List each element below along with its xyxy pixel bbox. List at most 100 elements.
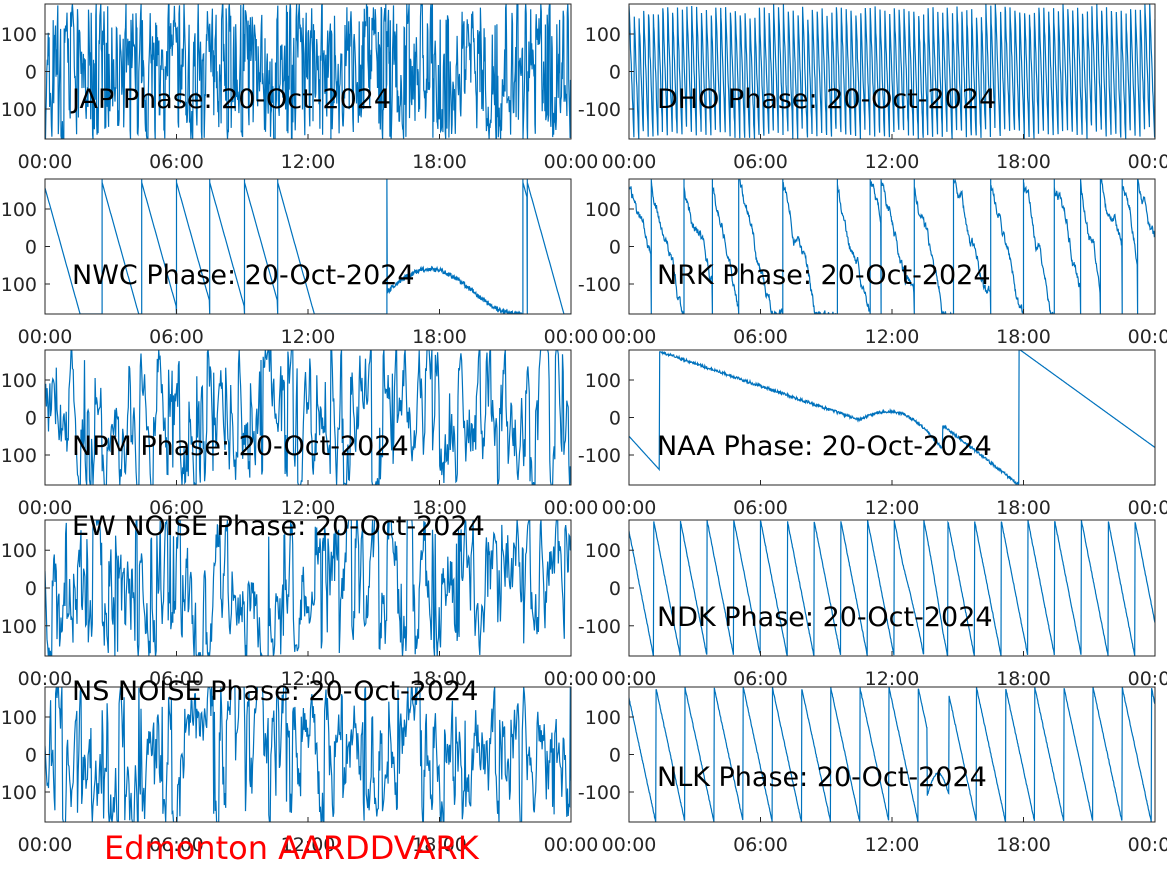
x-tick-label: 18:00 [412, 151, 467, 173]
panel-3: 100 0 100 00:00 06:00 12:00 18:00 00:00 NWC Phas… [1, 178, 599, 348]
panel-title: NPM Phase: 20-Oct-2024 [72, 431, 409, 462]
panel-8: 100 0 -100 00:00 06:00 12:00 18:00 00:00 NDK Pha… [578, 519, 1167, 690]
x-tick-label: 00:00 [18, 834, 73, 856]
y-tick-label: 100 [585, 707, 621, 729]
panel-title: NWC Phase: 20-Oct-2024 [72, 260, 415, 291]
y-tick-label: 0 [609, 62, 621, 84]
x-tick-label: 12:00 [281, 326, 336, 348]
x-tick-label: 00:00 [544, 326, 599, 348]
x-tick-label: 12:00 [865, 151, 920, 173]
panel-7: 100 0 100 00:00 06:00 12:00 18:00 00:00 EW NOISE… [1, 511, 599, 690]
y-tick-label: 100 [1, 24, 37, 46]
x-tick-label: 12:00 [865, 497, 920, 519]
x-tick-label: 18:00 [996, 151, 1051, 173]
y-tick-label: 0 [609, 408, 621, 430]
x-tick-label: 00:00 [602, 834, 657, 856]
phase-trace-line [629, 350, 1155, 485]
phase-trace-line [45, 520, 571, 656]
x-tick-label: 12:00 [281, 151, 336, 173]
panel-title: NAA Phase: 20-Oct-2024 [657, 431, 992, 462]
phase-trace-line [629, 520, 1155, 656]
x-tick-label: 00:00 [1128, 151, 1167, 173]
y-tick-label: 100 [1, 445, 37, 467]
x-tick-label: 12:00 [281, 834, 336, 856]
x-tick-label: 00:00 [544, 834, 599, 856]
x-tick-label: 06:00 [149, 151, 204, 173]
x-tick-label: 06:00 [733, 497, 788, 519]
y-tick-label: 0 [609, 237, 621, 259]
x-tick-label: 06:00 [733, 326, 788, 348]
x-tick-label: 18:00 [412, 668, 467, 690]
y-tick-label: -100 [578, 274, 621, 296]
panel-5: 100 0 100 00:00 06:00 12:00 18:00 00:00 NPM Phas… [1, 349, 599, 519]
axes-box [628, 519, 1156, 657]
x-tick-label: 06:00 [733, 834, 788, 856]
x-tick-label: 00:00 [544, 668, 599, 690]
y-tick-label: 100 [1, 707, 37, 729]
y-tick-label: 0 [25, 408, 37, 430]
x-tick-label: 12:00 [865, 834, 920, 856]
y-tick-label: 100 [585, 540, 621, 562]
y-tick-label: 100 [1, 99, 37, 121]
axes-box [44, 178, 572, 315]
panel-9: 100 0 100 00:00 06:00 12:00 18:00 00:00 NS NOISE… [1, 676, 599, 856]
x-tick-label: 06:00 [149, 497, 204, 519]
panel-title: EW NOISE Phase: 20-Oct-2024 [72, 511, 485, 542]
y-tick-label: 0 [609, 578, 621, 600]
x-tick-label: 18:00 [996, 834, 1051, 856]
x-tick-label: 06:00 [733, 668, 788, 690]
x-tick-label: 00:00 [18, 668, 73, 690]
panel-10: 100 0 -100 00:00 06:00 12:00 18:00 00:00 NLK Pha… [578, 686, 1167, 856]
panel-2: 100 0 -100 00:00 06:00 12:00 18:00 00:00 DHO Pha… [578, 3, 1167, 173]
x-tick-label: 00:00 [602, 497, 657, 519]
y-tick-label: 100 [1, 782, 37, 804]
x-tick-label: 00:00 [1128, 326, 1167, 348]
x-tick-label: 00:00 [1128, 497, 1167, 519]
panel-title: NRK Phase: 20-Oct-2024 [657, 260, 991, 291]
y-tick-label: 100 [1, 274, 37, 296]
footer-site-label: Edmonton AARDDVARK [104, 829, 479, 867]
x-tick-label: 00:00 [18, 326, 73, 348]
x-tick-label: 00:00 [544, 497, 599, 519]
phase-trace-line [45, 4, 571, 139]
x-tick-label: 06:00 [149, 668, 204, 690]
y-tick-label: 0 [25, 237, 37, 259]
panel-6: 100 0 -100 00:00 06:00 12:00 18:00 00:00 NAA Pha… [578, 349, 1167, 519]
y-tick-label: -100 [578, 445, 621, 467]
x-tick-label: 12:00 [865, 326, 920, 348]
x-tick-label: 00:00 [18, 151, 73, 173]
panel-1: 100 0 100 00:00 06:00 12:00 18:00 00:00 JAP Phas… [1, 3, 599, 173]
x-tick-label: 00:00 [544, 151, 599, 173]
y-tick-label: -100 [578, 616, 621, 638]
phase-trace-line [629, 179, 1155, 314]
y-tick-label: 100 [585, 24, 621, 46]
x-tick-label: 18:00 [996, 497, 1051, 519]
x-tick-label: 18:00 [412, 834, 467, 856]
phase-trace-line [45, 179, 571, 314]
y-tick-label: 100 [1, 370, 37, 392]
x-tick-label: 18:00 [412, 497, 467, 519]
y-tick-label: 100 [1, 540, 37, 562]
y-tick-label: 0 [25, 745, 37, 767]
panel-title: JAP Phase: 20-Oct-2024 [70, 84, 391, 115]
panel-title: NDK Phase: 20-Oct-2024 [657, 602, 993, 633]
x-tick-label: 06:00 [149, 326, 204, 348]
x-tick-label: 00:00 [1128, 834, 1167, 856]
x-tick-label: 00:00 [18, 497, 73, 519]
axes-box [628, 686, 1156, 823]
x-tick-label: 00:00 [1128, 668, 1167, 690]
x-tick-label: 18:00 [996, 326, 1051, 348]
phase-trace-line [629, 4, 1155, 139]
x-tick-label: 18:00 [996, 668, 1051, 690]
x-tick-label: 18:00 [412, 326, 467, 348]
x-tick-label: 12:00 [281, 668, 336, 690]
x-tick-label: 00:00 [602, 668, 657, 690]
axes-box [628, 349, 1156, 486]
panel-title: NS NOISE Phase: 20-Oct-2024 [72, 676, 478, 707]
y-tick-label: -100 [578, 782, 621, 804]
phase-trace-line [45, 350, 571, 485]
panel-4: 100 0 -100 00:00 06:00 12:00 18:00 00:00 NRK Pha… [578, 178, 1167, 348]
panel-title: NLK Phase: 20-Oct-2024 [657, 762, 987, 793]
y-tick-label: 100 [585, 370, 621, 392]
